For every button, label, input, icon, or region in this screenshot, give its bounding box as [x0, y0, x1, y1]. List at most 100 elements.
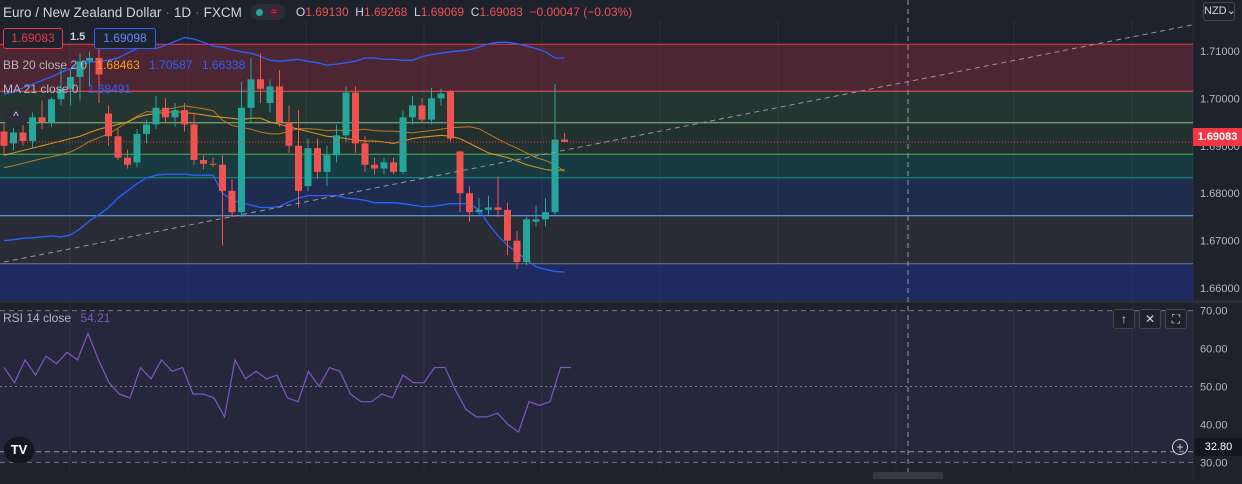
fib-zone — [0, 91, 1193, 123]
candle-body — [67, 76, 74, 89]
price-pane-background — [0, 20, 1193, 300]
candle-body — [266, 86, 274, 104]
candle-body — [209, 163, 217, 165]
candle-body — [561, 139, 568, 142]
crosshair-value-label: 32.80 — [1195, 438, 1242, 456]
ma-legend[interactable]: MA 21 close 0 1.68491 — [3, 82, 131, 96]
candle-body — [532, 219, 540, 222]
bb-basis-line — [3, 105, 565, 172]
candle-body — [447, 91, 454, 139]
candle-body — [361, 143, 369, 165]
header-separator-1: · — [165, 4, 170, 20]
candle-body — [95, 57, 103, 75]
high-label: H — [355, 5, 364, 19]
candle-body — [390, 162, 397, 172]
bb-label: BB 20 close 2 0 — [3, 58, 88, 72]
candle-body — [152, 107, 160, 125]
chart-header: Euro / New Zealand Dollar · 1D · FXCM ≈ … — [3, 2, 632, 22]
ma-label: MA 21 close 0 — [3, 82, 79, 96]
sell-price-button[interactable]: 1.69083 — [3, 28, 63, 49]
candle-body — [247, 79, 255, 108]
candle-body — [0, 131, 8, 146]
ohlc-values: O1.69130 H1.69268 L1.69069 C1.69083 −0.0… — [296, 5, 632, 19]
candle-body — [418, 105, 426, 120]
rsi-label: RSI 14 close — [3, 311, 72, 325]
candle-body — [428, 98, 435, 120]
candle-body — [333, 135, 340, 156]
price-axis-tick-label: 1.66000 — [1200, 283, 1240, 295]
pane-controls: ↑ ✕ ⛶ — [1113, 309, 1187, 329]
trend-line[interactable] — [3, 24, 1194, 263]
price-axis-tick-label: 1.68000 — [1200, 188, 1240, 200]
candle-body — [437, 93, 445, 99]
market-status-pill[interactable]: ≈ — [249, 4, 286, 20]
interval-label[interactable]: 1D — [173, 4, 192, 20]
candle-body — [133, 133, 141, 163]
candle-body — [105, 113, 112, 137]
candle-body — [475, 209, 483, 213]
time-scrollbar[interactable] — [873, 472, 943, 479]
close-pane-button[interactable]: ✕ — [1139, 309, 1161, 329]
fib-zone — [0, 215, 1193, 264]
maximize-icon: ⛶ — [1171, 312, 1181, 326]
currency-selector[interactable]: NZD⌄ — [1203, 2, 1236, 21]
candle-body — [200, 160, 207, 164]
candle-body — [114, 136, 122, 158]
candle-body — [342, 92, 350, 136]
candle-body — [380, 162, 388, 169]
currency-label: NZD — [1204, 5, 1227, 17]
candle-body — [162, 107, 169, 118]
close-icon: ✕ — [1144, 312, 1156, 326]
candle-body — [352, 92, 359, 144]
plus-circle-icon[interactable]: + — [1172, 439, 1188, 455]
rsi-axis-tick-label: 40.00 — [1200, 419, 1228, 431]
candle-body — [238, 107, 245, 213]
fib-zone — [0, 44, 1193, 92]
candle-body — [466, 193, 473, 213]
bb-lower-value: 1.66338 — [201, 58, 246, 72]
rsi-axis-tick-label: 60.00 — [1200, 344, 1228, 356]
candle-body — [228, 190, 236, 213]
candle-body — [485, 207, 492, 210]
buy-price-button[interactable]: 1.69098 — [94, 28, 156, 49]
open-value: 1.69130 — [305, 5, 349, 19]
candle-body — [295, 145, 302, 191]
price-axis-tick-label: 1.70000 — [1200, 93, 1240, 105]
low-label: L — [414, 5, 421, 19]
candle-body — [257, 79, 264, 89]
candle-body — [542, 212, 549, 220]
rsi-axis-tick-label: 70.00 — [1200, 306, 1228, 318]
move-pane-up-button[interactable]: ↑ — [1113, 309, 1135, 329]
bb-upper-value: 1.70587 — [149, 58, 193, 72]
fib-zone — [0, 263, 1193, 300]
candle-body — [456, 151, 464, 194]
rsi-axis-tick-label: 50.00 — [1200, 382, 1228, 394]
symbol-name[interactable]: Euro / New Zealand Dollar — [3, 4, 162, 20]
maximize-pane-button[interactable]: ⛶ — [1165, 309, 1187, 329]
candle-body — [276, 86, 283, 123]
candle-body — [551, 139, 559, 213]
close-value: 1.69083 — [479, 5, 523, 19]
arrow-up-icon: ↑ — [1121, 312, 1127, 326]
candle-body — [76, 61, 84, 77]
rsi-legend[interactable]: RSI 14 close 54.21 — [3, 311, 110, 325]
fib-zone — [0, 177, 1193, 216]
candle-body — [57, 88, 65, 100]
tradingview-logo-icon[interactable]: TV — [4, 437, 34, 463]
header-separator-2: · — [195, 4, 200, 20]
candle-body — [314, 148, 321, 172]
bb-legend[interactable]: BB 20 close 2 0 1.68463 1.70587 1.66338 — [3, 58, 245, 72]
open-label: O — [295, 5, 306, 19]
chevron-up-icon: ^ — [13, 109, 19, 123]
exchange-label: FXCM — [203, 4, 242, 20]
candle-body — [323, 155, 331, 172]
price-axis-tick-label: 1.67000 — [1200, 236, 1240, 248]
collapse-legend-button[interactable]: ^ — [5, 107, 27, 125]
candle-body — [285, 122, 293, 146]
candle-body — [38, 117, 46, 123]
chevron-down-icon: ⌄ — [1226, 5, 1236, 17]
ma-line — [3, 111, 565, 171]
candle-body — [304, 148, 312, 187]
